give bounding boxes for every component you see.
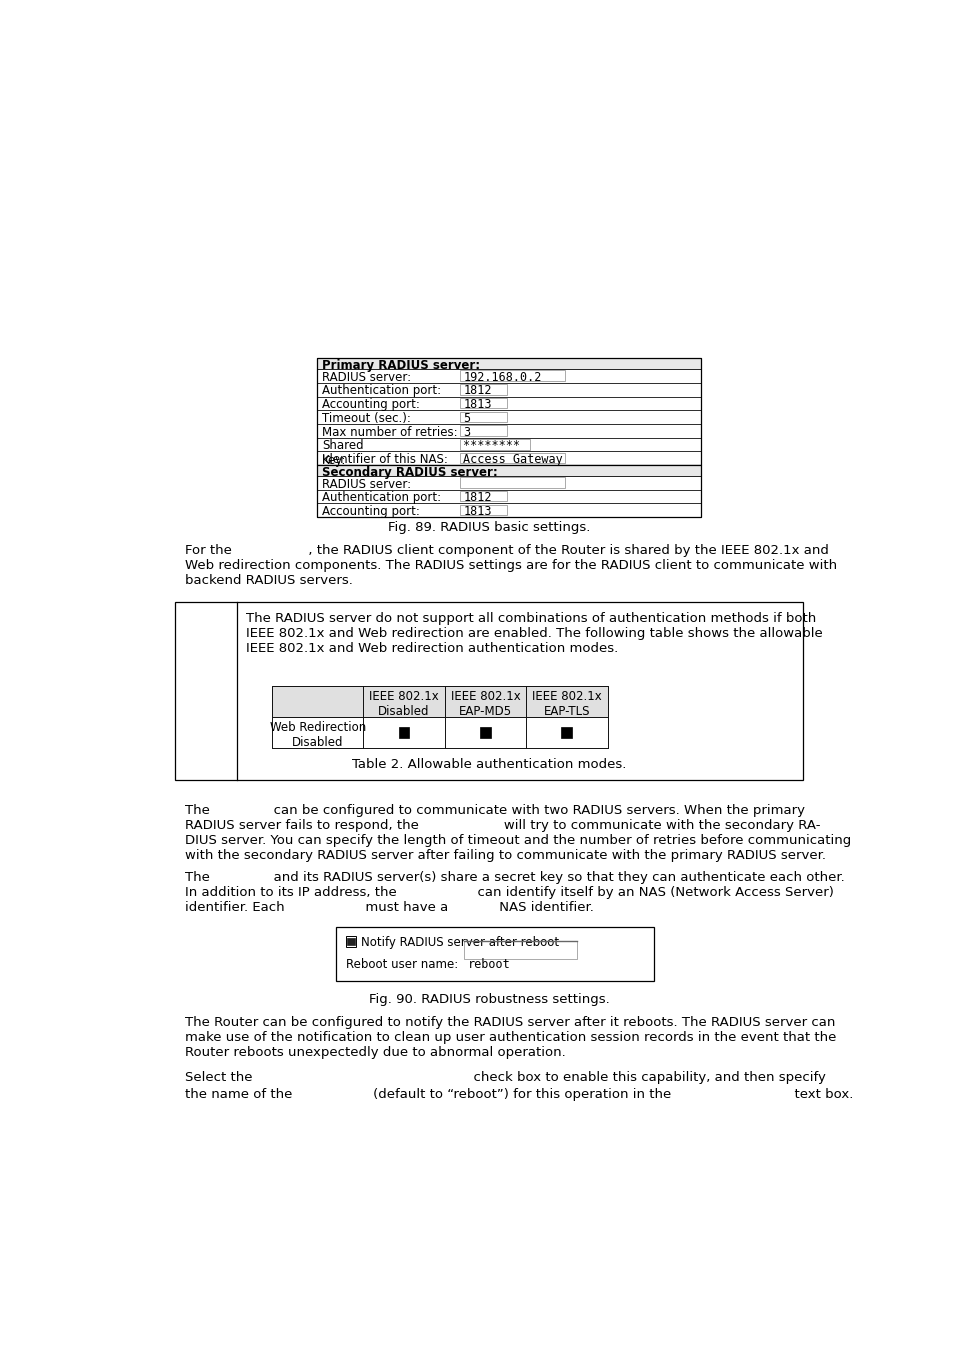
Text: ********: ******** — [463, 439, 519, 453]
Bar — [316, 397, 700, 411]
Bar — [398, 727, 409, 738]
Text: Table 2. Allowable authentication modes.: Table 2. Allowable authentication modes. — [352, 758, 625, 771]
Bar — [459, 426, 506, 436]
Text: IEEE 802.1x
EAP-MD5: IEEE 802.1x EAP-MD5 — [450, 689, 519, 717]
Bar — [459, 412, 506, 422]
Text: Select the                                                    check box to enabl: Select the check box to enabl — [185, 1071, 825, 1085]
Text: Max number of retries:: Max number of retries: — [322, 426, 457, 439]
Bar — [316, 411, 700, 424]
Bar — [316, 369, 700, 382]
Bar — [272, 686, 363, 717]
Bar — [444, 686, 525, 717]
Text: RADIUS server:: RADIUS server: — [322, 370, 411, 384]
Text: Authentication port:: Authentication port: — [322, 385, 441, 397]
Text: Primary RADIUS server:: Primary RADIUS server: — [322, 359, 480, 373]
Bar — [459, 504, 506, 515]
Text: 5: 5 — [463, 412, 470, 426]
Text: The Router can be configured to notify the RADIUS server after it reboots. The R: The Router can be configured to notify t… — [185, 1016, 836, 1059]
Bar — [272, 717, 363, 748]
Text: Access Gateway: Access Gateway — [463, 453, 562, 466]
Text: Accounting port:: Accounting port: — [322, 505, 419, 517]
Bar — [459, 370, 564, 381]
Text: 1813: 1813 — [463, 505, 492, 517]
Text: 1813: 1813 — [463, 399, 492, 411]
Bar — [316, 476, 700, 489]
Text: 1812: 1812 — [463, 492, 492, 504]
Text: Reboot user name:: Reboot user name: — [345, 958, 457, 970]
Bar — [459, 384, 506, 394]
Bar — [316, 489, 700, 504]
Text: The               and its RADIUS server(s) share a secret key so that they can a: The and its RADIUS server(s) share a sec… — [185, 871, 844, 915]
Bar — [316, 424, 700, 438]
Bar — [459, 477, 564, 488]
Bar — [316, 438, 700, 451]
Bar — [316, 504, 700, 517]
Text: reboot: reboot — [468, 958, 510, 970]
Text: IEEE 802.1x
EAP-TLS: IEEE 802.1x EAP-TLS — [532, 689, 601, 717]
Bar — [560, 727, 572, 738]
Bar — [345, 936, 356, 947]
Bar — [363, 717, 444, 748]
Bar — [459, 453, 564, 463]
Text: Fig. 90. RADIUS robustness settings.: Fig. 90. RADIUS robustness settings. — [368, 993, 609, 1006]
Text: Accounting port:: Accounting port: — [322, 399, 419, 411]
Bar — [272, 686, 607, 717]
Text: Shared
Key:: Shared Key: — [322, 439, 363, 467]
Text: Notify RADIUS server after reboot: Notify RADIUS server after reboot — [360, 936, 558, 948]
Text: 1812: 1812 — [463, 385, 492, 397]
Bar — [479, 727, 491, 738]
Text: IEEE 802.1x
Disabled: IEEE 802.1x Disabled — [369, 689, 438, 717]
Text: 3: 3 — [463, 426, 470, 439]
Bar — [347, 938, 355, 946]
Bar — [316, 382, 700, 397]
Text: The               can be configured to communicate with two RADIUS servers. When: The can be configured to communicate wit… — [185, 804, 850, 862]
Text: Fig. 89. RADIUS basic settings.: Fig. 89. RADIUS basic settings. — [387, 521, 590, 534]
Bar — [316, 358, 700, 465]
Bar — [335, 927, 654, 981]
Text: Identifier of this NAS:: Identifier of this NAS: — [322, 453, 448, 466]
Bar — [464, 942, 576, 959]
Bar — [174, 601, 802, 781]
Text: Timeout (sec.):: Timeout (sec.): — [322, 412, 411, 426]
Text: RADIUS server:: RADIUS server: — [322, 477, 411, 490]
Bar — [316, 465, 700, 476]
Bar — [272, 717, 607, 748]
Bar — [525, 717, 607, 748]
Bar — [525, 686, 607, 717]
Bar — [316, 358, 700, 369]
Bar — [459, 490, 506, 501]
Bar — [316, 465, 700, 517]
Bar — [459, 439, 530, 450]
Bar — [444, 717, 525, 748]
Bar — [459, 397, 506, 408]
Text: 192.168.0.2: 192.168.0.2 — [463, 370, 541, 384]
Text: For the                  , the RADIUS client component of the Router is shared b: For the , the RADIUS client component of… — [185, 544, 837, 588]
Bar — [316, 451, 700, 465]
Text: Authentication port:: Authentication port: — [322, 492, 441, 504]
Text: The RADIUS server do not support all combinations of authentication methods if b: The RADIUS server do not support all com… — [246, 612, 822, 655]
Text: the name of the                   (default to “reboot”) for this operation in th: the name of the (default to “reboot”) fo… — [185, 1088, 853, 1101]
Text: Web Redirection
Disabled: Web Redirection Disabled — [270, 721, 365, 750]
Bar — [363, 686, 444, 717]
Text: Secondary RADIUS server:: Secondary RADIUS server: — [322, 466, 497, 480]
